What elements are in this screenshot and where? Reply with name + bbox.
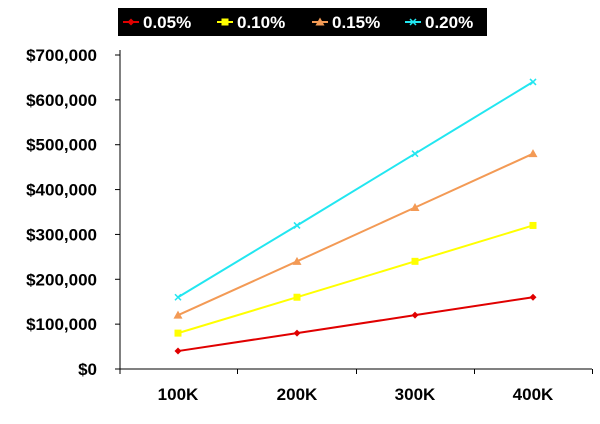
data-point	[411, 311, 419, 319]
data-point	[529, 221, 537, 229]
data-point	[411, 257, 419, 265]
data-point	[529, 78, 537, 86]
data-point	[173, 310, 183, 319]
axes: $0 $100,000 $200,000 $300,000 $400,000 $500,0…	[26, 46, 593, 404]
data-point	[411, 150, 419, 158]
legend-marker	[127, 18, 135, 26]
y-tick-label: $200,000	[26, 270, 97, 289]
data-point	[528, 149, 538, 158]
legend-marker	[315, 17, 325, 26]
series-3	[173, 149, 538, 319]
y-tick-label: $600,000	[26, 91, 97, 110]
series-4	[174, 78, 537, 301]
x-tick-label: 200K	[277, 385, 318, 404]
x-tick-label: 400K	[513, 385, 554, 404]
series-2	[174, 221, 537, 337]
data-point	[410, 203, 420, 212]
data-point	[293, 221, 301, 229]
legend-label: 0.05%	[143, 13, 191, 32]
series-line	[177, 81, 534, 299]
legend: 0.05% 0.10% 0.15% 0.20%	[118, 8, 487, 36]
legend-marker	[409, 18, 417, 26]
legend-label: 0.20%	[425, 13, 473, 32]
legend-background	[118, 8, 487, 36]
data-point	[529, 293, 537, 301]
data-point	[174, 329, 182, 337]
y-tick-label: $500,000	[26, 136, 97, 155]
y-tick-label: $700,000	[26, 46, 97, 65]
legend-item: 0.05%	[123, 13, 191, 32]
series-1	[174, 293, 537, 355]
y-tick-label: $300,000	[26, 225, 97, 244]
y-tick-label: $400,000	[26, 181, 97, 200]
series-line	[177, 296, 534, 353]
data-point	[174, 293, 182, 301]
data-point	[292, 256, 302, 265]
data-point	[293, 329, 301, 337]
series-line	[177, 224, 534, 335]
data-point	[174, 347, 182, 355]
legend-item: 0.15%	[312, 13, 380, 32]
x-tick-label: 300K	[395, 385, 436, 404]
data-point	[293, 293, 301, 301]
x-tick-label: 100K	[158, 385, 199, 404]
legend-label: 0.15%	[332, 13, 380, 32]
y-tick-label: $0	[78, 360, 97, 379]
series-line	[177, 152, 534, 317]
series-layer	[173, 78, 538, 355]
legend-marker	[221, 18, 229, 26]
legend-label: 0.10%	[237, 13, 285, 32]
legend-item: 0.10%	[217, 13, 285, 32]
legend-item: 0.20%	[405, 13, 473, 32]
y-tick-label: $100,000	[26, 315, 97, 334]
